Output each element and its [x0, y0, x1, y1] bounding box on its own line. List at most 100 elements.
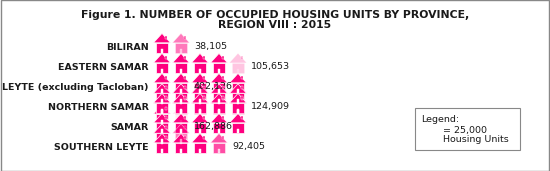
- Bar: [199, 109, 201, 113]
- Bar: [199, 69, 201, 73]
- Bar: [434, 127, 436, 130]
- Bar: [165, 107, 167, 110]
- Bar: [241, 56, 243, 59]
- Bar: [236, 89, 239, 93]
- Text: REGION VIII : 2015: REGION VIII : 2015: [218, 20, 332, 30]
- Polygon shape: [211, 53, 228, 63]
- Bar: [165, 76, 167, 79]
- Bar: [174, 114, 188, 124]
- Text: 105,653: 105,653: [251, 62, 290, 71]
- Bar: [204, 97, 205, 100]
- Bar: [194, 63, 206, 73]
- Polygon shape: [191, 73, 208, 83]
- Polygon shape: [153, 73, 170, 83]
- Bar: [204, 116, 205, 119]
- Bar: [232, 63, 245, 73]
- Bar: [204, 136, 205, 139]
- Bar: [212, 83, 226, 93]
- Polygon shape: [173, 84, 189, 93]
- Bar: [165, 97, 167, 100]
- Text: 38,105: 38,105: [194, 43, 227, 51]
- Polygon shape: [229, 53, 246, 63]
- Bar: [204, 86, 205, 89]
- Text: 402,126: 402,126: [194, 82, 233, 91]
- Text: 124,909: 124,909: [251, 102, 290, 111]
- Bar: [236, 129, 239, 133]
- Polygon shape: [173, 105, 189, 114]
- Bar: [156, 43, 168, 53]
- Bar: [161, 129, 163, 133]
- Bar: [199, 89, 201, 93]
- Bar: [174, 63, 188, 73]
- Bar: [156, 103, 168, 113]
- Bar: [161, 89, 163, 93]
- Bar: [156, 114, 168, 124]
- Bar: [241, 86, 243, 89]
- Bar: [241, 76, 243, 79]
- Bar: [174, 93, 188, 104]
- Polygon shape: [153, 53, 170, 63]
- Polygon shape: [173, 113, 189, 123]
- Bar: [179, 109, 183, 113]
- Polygon shape: [229, 113, 246, 123]
- Bar: [174, 83, 188, 93]
- Bar: [212, 104, 226, 114]
- Bar: [179, 110, 183, 114]
- Bar: [218, 100, 221, 104]
- Bar: [184, 36, 186, 39]
- Polygon shape: [191, 93, 208, 103]
- Bar: [241, 97, 243, 100]
- Text: 162,886: 162,886: [194, 122, 233, 131]
- Text: Housing Units: Housing Units: [443, 135, 509, 144]
- Bar: [222, 97, 224, 100]
- Polygon shape: [211, 94, 228, 104]
- Bar: [184, 86, 186, 89]
- Bar: [179, 120, 183, 124]
- Text: Legend:: Legend:: [421, 115, 459, 124]
- Bar: [161, 149, 163, 153]
- Polygon shape: [153, 33, 170, 43]
- Polygon shape: [229, 73, 246, 83]
- Bar: [156, 123, 168, 133]
- Bar: [161, 139, 163, 144]
- Bar: [184, 126, 186, 129]
- Polygon shape: [153, 124, 170, 133]
- Bar: [236, 109, 239, 113]
- Bar: [425, 134, 437, 144]
- Polygon shape: [173, 93, 189, 103]
- Bar: [184, 116, 186, 119]
- Polygon shape: [153, 105, 170, 114]
- Bar: [194, 104, 206, 114]
- Polygon shape: [211, 84, 228, 93]
- Bar: [232, 123, 245, 133]
- Polygon shape: [229, 93, 246, 103]
- Text: NORTHERN SAMAR: NORTHERN SAMAR: [48, 102, 149, 111]
- Bar: [184, 56, 186, 59]
- Polygon shape: [153, 113, 170, 123]
- Bar: [218, 110, 221, 114]
- Bar: [179, 89, 183, 93]
- Bar: [199, 129, 201, 133]
- Bar: [212, 93, 226, 104]
- Bar: [194, 93, 206, 104]
- Bar: [232, 93, 245, 104]
- Bar: [222, 136, 224, 139]
- Bar: [165, 86, 167, 89]
- Bar: [212, 63, 226, 73]
- Bar: [184, 107, 186, 110]
- Bar: [184, 96, 186, 99]
- Text: = 25,000: = 25,000: [443, 126, 487, 135]
- Text: EASTERN SAMAR: EASTERN SAMAR: [58, 62, 149, 71]
- Text: BILIRAN: BILIRAN: [106, 43, 149, 51]
- Bar: [184, 97, 186, 100]
- Polygon shape: [422, 125, 439, 134]
- Bar: [184, 136, 186, 139]
- Bar: [184, 76, 186, 79]
- Bar: [165, 56, 167, 59]
- Text: Figure 1. NUMBER OF OCCUPIED HOUSING UNITS BY PROVINCE,: Figure 1. NUMBER OF OCCUPIED HOUSING UNI…: [81, 10, 469, 20]
- Bar: [156, 83, 168, 93]
- Bar: [161, 100, 163, 104]
- Polygon shape: [153, 93, 170, 103]
- Bar: [222, 76, 224, 79]
- Polygon shape: [173, 133, 189, 143]
